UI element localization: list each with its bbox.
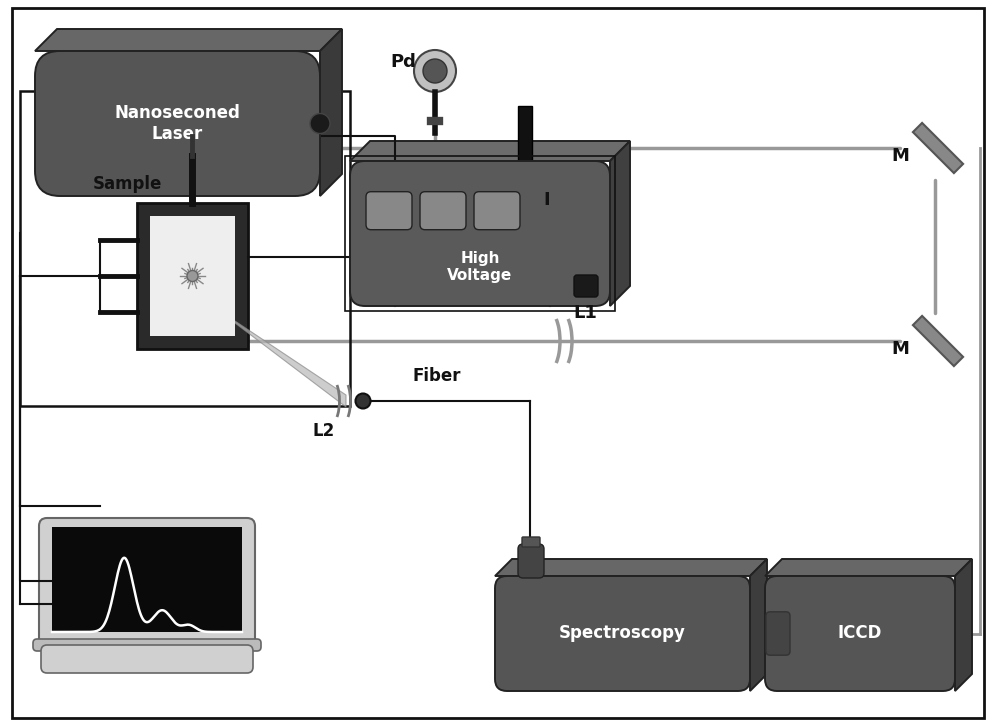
FancyBboxPatch shape: [350, 161, 610, 306]
Circle shape: [356, 393, 370, 409]
Polygon shape: [320, 29, 342, 196]
Text: Sample: Sample: [93, 175, 162, 193]
Polygon shape: [913, 123, 963, 173]
Bar: [345, 156, 615, 311]
Circle shape: [310, 113, 330, 134]
Polygon shape: [913, 316, 963, 366]
Text: Pd: Pd: [390, 53, 416, 71]
FancyBboxPatch shape: [41, 645, 253, 673]
Polygon shape: [235, 321, 346, 407]
Bar: [518, 106, 532, 190]
FancyBboxPatch shape: [420, 192, 466, 229]
FancyBboxPatch shape: [35, 51, 320, 196]
Circle shape: [423, 59, 447, 83]
FancyBboxPatch shape: [765, 576, 955, 691]
Text: High
Voltage: High Voltage: [447, 250, 513, 283]
Text: L2: L2: [313, 422, 335, 440]
Polygon shape: [350, 141, 630, 161]
Text: Nanoseconed
Laser: Nanoseconed Laser: [115, 104, 240, 143]
Text: M: M: [891, 340, 909, 358]
FancyBboxPatch shape: [522, 537, 540, 547]
Text: ICCD: ICCD: [838, 624, 882, 643]
Bar: [52, 527, 242, 632]
FancyBboxPatch shape: [33, 639, 261, 651]
FancyBboxPatch shape: [474, 192, 520, 229]
Polygon shape: [610, 141, 630, 306]
Polygon shape: [35, 29, 342, 51]
Text: Spectroscopy: Spectroscopy: [559, 624, 686, 643]
Circle shape: [187, 271, 198, 282]
Circle shape: [414, 50, 456, 92]
FancyBboxPatch shape: [366, 192, 412, 229]
FancyBboxPatch shape: [574, 275, 598, 297]
FancyBboxPatch shape: [766, 612, 790, 655]
Polygon shape: [765, 559, 972, 576]
FancyBboxPatch shape: [518, 544, 544, 578]
Text: M: M: [891, 147, 909, 165]
Text: L1: L1: [573, 304, 597, 322]
Polygon shape: [750, 559, 767, 691]
Text: Fiber: Fiber: [413, 367, 462, 385]
Text: I: I: [543, 191, 550, 209]
Bar: [20, 91, 350, 406]
Polygon shape: [495, 559, 767, 576]
Polygon shape: [955, 559, 972, 691]
Bar: [150, 216, 235, 336]
FancyBboxPatch shape: [137, 203, 248, 349]
FancyBboxPatch shape: [39, 518, 255, 647]
FancyBboxPatch shape: [495, 576, 750, 691]
